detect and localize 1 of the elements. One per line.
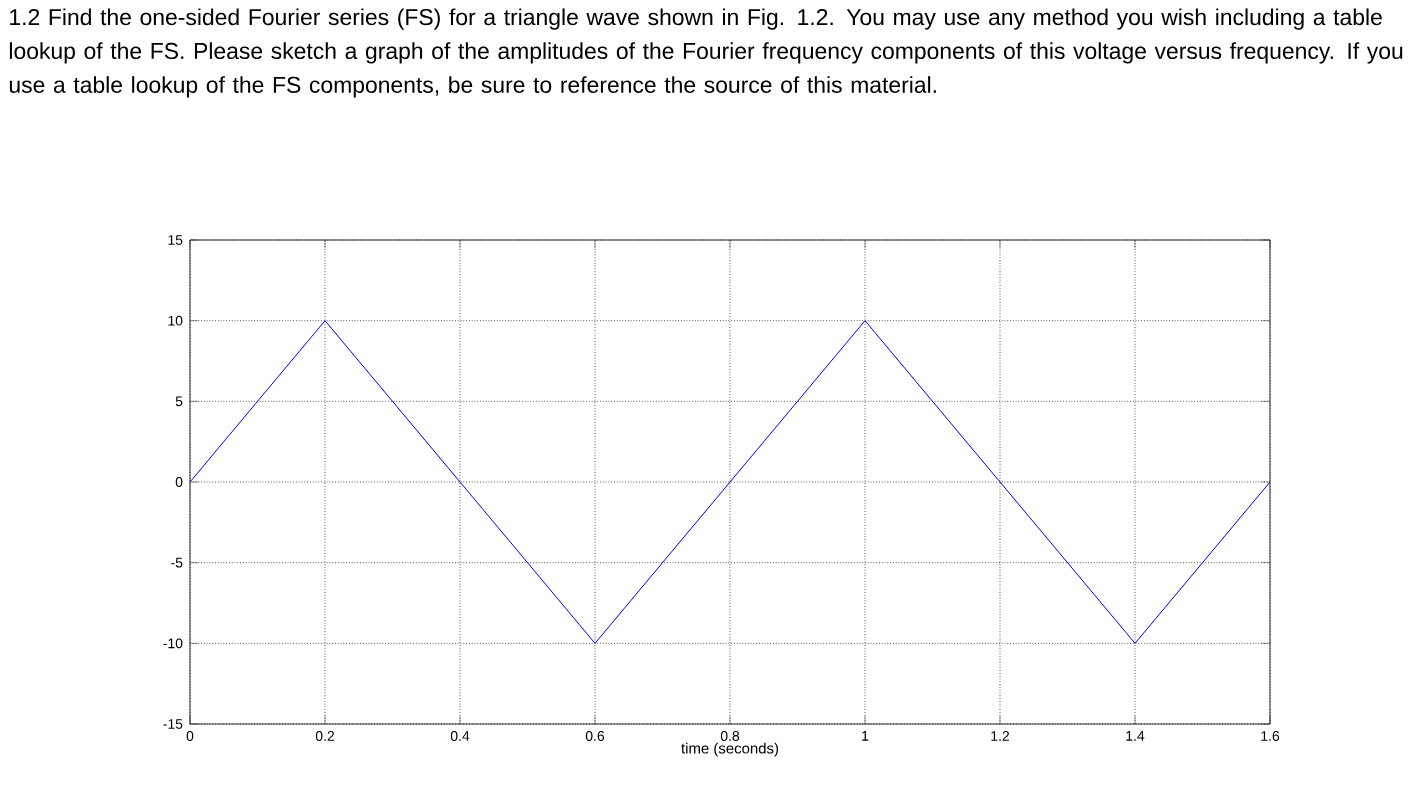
chart-title: 1.2 Find the one-sided Fourier series (FS) for a triangle wave shown in Fig. 1.2. You may use any method you wish including a table lookup of the FS. Please sketch a graph of the amplitudes of the Fourier frequency components of this voltage versus frequency. If you use a table lookup of the FS components, be sure to reference the source of this material. <box>9 8 1403 98</box>
